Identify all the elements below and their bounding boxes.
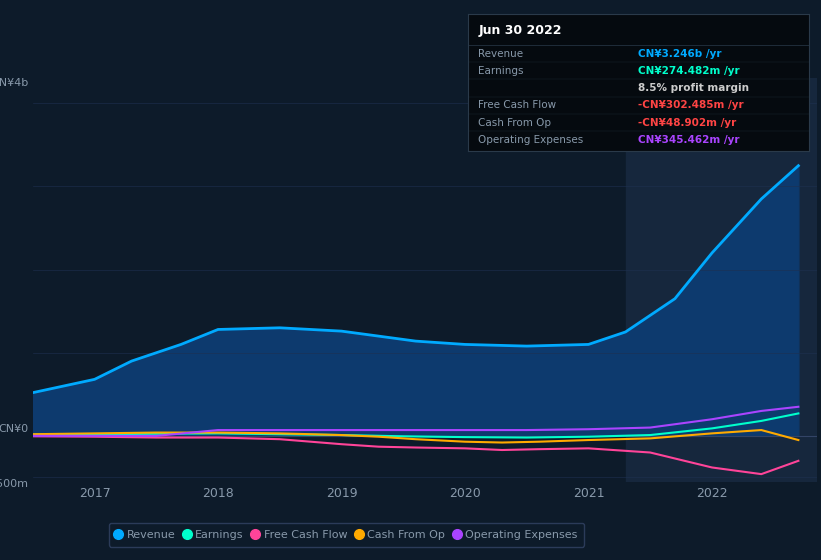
Text: -CN¥302.485m /yr: -CN¥302.485m /yr: [639, 100, 744, 110]
Text: Free Cash Flow: Free Cash Flow: [478, 100, 557, 110]
Text: -CN¥48.902m /yr: -CN¥48.902m /yr: [639, 118, 736, 128]
Text: Earnings: Earnings: [478, 66, 524, 76]
Text: CN¥0: CN¥0: [0, 424, 29, 434]
Text: Revenue: Revenue: [478, 49, 523, 58]
Bar: [626, 78, 821, 482]
Text: -CN¥500m: -CN¥500m: [0, 479, 29, 489]
Legend: Revenue, Earnings, Free Cash Flow, Cash From Op, Operating Expenses: Revenue, Earnings, Free Cash Flow, Cash …: [108, 523, 585, 547]
Text: CN¥274.482m /yr: CN¥274.482m /yr: [639, 66, 740, 76]
Text: CN¥345.462m /yr: CN¥345.462m /yr: [639, 135, 740, 145]
Text: Cash From Op: Cash From Op: [478, 118, 551, 128]
Text: Jun 30 2022: Jun 30 2022: [478, 24, 562, 37]
Text: CN¥3.246b /yr: CN¥3.246b /yr: [639, 49, 722, 58]
Text: 8.5% profit margin: 8.5% profit margin: [639, 83, 750, 93]
Text: Operating Expenses: Operating Expenses: [478, 135, 584, 145]
Text: CN¥4b: CN¥4b: [0, 78, 29, 88]
